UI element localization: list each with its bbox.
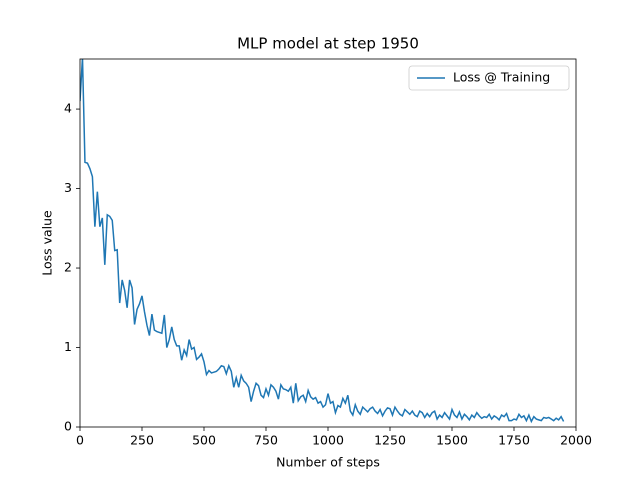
x-tick-label: 250 xyxy=(130,433,154,448)
x-tick-label: 0 xyxy=(76,433,84,448)
y-tick-label: 2 xyxy=(64,260,72,275)
x-tick-label: 1750 xyxy=(498,433,530,448)
y-tick-label: 4 xyxy=(64,101,72,116)
y-tick-label: 1 xyxy=(64,339,72,354)
y-tick-label: 0 xyxy=(64,419,72,434)
x-tick-label: 500 xyxy=(192,433,216,448)
legend-box xyxy=(408,65,570,91)
chart-title: MLP model at step 1950 xyxy=(237,35,419,53)
loss-line xyxy=(80,59,565,424)
x-tick-label: 1500 xyxy=(436,433,468,448)
legend-label: Loss @ Training xyxy=(453,70,550,85)
x-tick-label: 1250 xyxy=(374,433,406,448)
x-tick-label: 750 xyxy=(254,433,278,448)
plot-frame xyxy=(79,58,577,428)
y-tick-label: 3 xyxy=(64,180,72,195)
x-axis-label: Number of steps xyxy=(276,455,380,470)
x-tick-label: 1000 xyxy=(312,433,344,448)
x-tick-label: 2000 xyxy=(560,433,592,448)
y-axis-label: Loss value xyxy=(40,210,55,276)
